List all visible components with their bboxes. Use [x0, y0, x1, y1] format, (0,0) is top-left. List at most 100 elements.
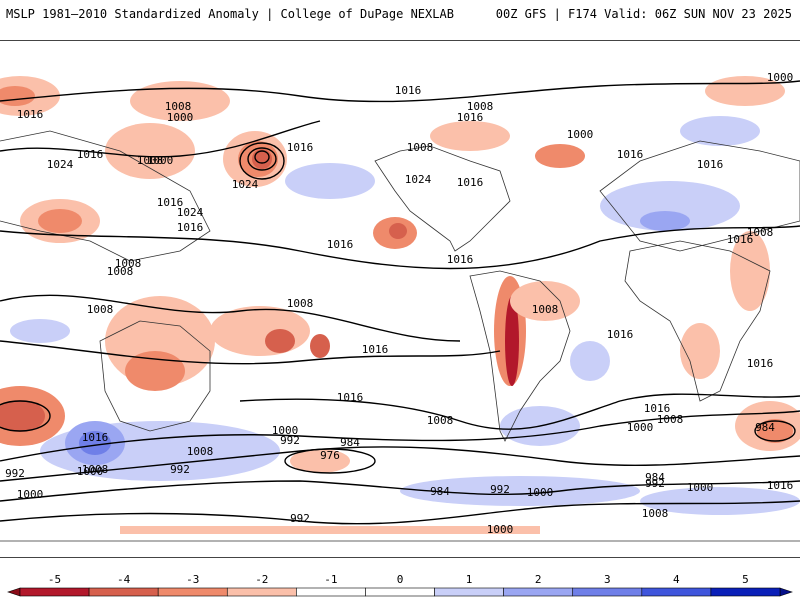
colorbar-tick-label: 2: [535, 573, 542, 586]
isobar-label: 1000: [17, 488, 44, 501]
anomaly-region: [120, 526, 540, 534]
isobar-label: 1016: [327, 238, 354, 251]
isobar-label: 1016: [644, 402, 671, 415]
isobar: [0, 500, 800, 525]
anomaly-region: [430, 121, 510, 151]
isobar: [0, 410, 800, 462]
isobar-label: 1016: [157, 196, 184, 209]
colorbar-segment: [296, 587, 366, 597]
isobars: [0, 80, 800, 525]
isobar-label: 992: [170, 463, 190, 476]
isobar-label: 1000: [487, 523, 514, 536]
anomaly-region: [79, 431, 111, 455]
isobar-label: 1000: [272, 424, 299, 437]
isobar-label: 1000: [627, 421, 654, 434]
coastline-europe: [599, 140, 800, 252]
isobar-label: 984: [340, 436, 360, 449]
anomaly-region: [0, 86, 35, 106]
colorbar-neg-end: [7, 587, 21, 597]
isobar-label: 1016: [607, 328, 634, 341]
colorbar-segment: [19, 587, 90, 597]
isobar-label: 1000: [77, 465, 104, 478]
isobar-label: 1000: [767, 71, 794, 84]
anomaly-region: [0, 400, 45, 432]
colorbar-tick-label: -5: [48, 573, 61, 586]
isobar-label: 984: [430, 485, 450, 498]
header: MSLP 1981–2010 Standardized Anomaly | Co…: [0, 0, 800, 30]
low-center-isobar: [254, 150, 270, 164]
positive-anomaly-shading: [10, 116, 800, 515]
isobar-label: 1024: [47, 158, 74, 171]
isobar-label: 1016: [395, 84, 422, 97]
isobar-label: 1008: [467, 100, 494, 113]
isobar: [0, 480, 800, 502]
isobar: [0, 225, 800, 270]
anomaly-region: [535, 144, 585, 168]
valid-time: 00Z GFS | F174 Valid: 06Z SUN NOV 23 202…: [495, 7, 792, 21]
isobar-label: 1000: [527, 486, 554, 499]
isobar-label: 992: [645, 477, 665, 490]
colorbar-segment: [226, 587, 297, 597]
anomaly-region: [265, 329, 295, 353]
colorbar-segment: [157, 587, 228, 597]
anomaly-region: [757, 419, 793, 443]
isobar-label: 1016: [457, 111, 484, 124]
colorbar-canvas: -5 -4 -3 -2 -1 0 1 2 3 4 5: [7, 573, 793, 597]
isobar-label: 1016: [177, 221, 204, 234]
colorbar-segment: [434, 587, 504, 597]
low-center-isobar: [239, 142, 285, 180]
anomaly-region: [400, 476, 640, 506]
coastline-south-america: [469, 270, 571, 442]
isobar-label: 992: [290, 512, 310, 525]
low-center-isobar: [0, 400, 51, 432]
colorbar-tick-label: -4: [117, 573, 131, 586]
isobar-label: 1000: [687, 481, 714, 494]
isobar-label: 1000: [167, 111, 194, 124]
isobar-label: 1016: [747, 357, 774, 370]
isobar-label: 1016: [17, 108, 44, 121]
low-center-isobar: [247, 147, 277, 171]
coastline-australia: [99, 320, 211, 432]
isobar-labels: 1016100810081000101610081016100010081024…: [5, 71, 794, 536]
isobar-label: 984: [645, 471, 665, 484]
isobar-label: 984: [755, 421, 775, 434]
isobar-label: 1016: [727, 233, 754, 246]
isobar: [239, 393, 800, 430]
chart-title: MSLP 1981–2010 Standardized Anomaly | Co…: [6, 7, 454, 21]
low-center-isobar: [284, 448, 376, 474]
anomaly-region: [730, 231, 770, 311]
anomaly-region: [640, 487, 800, 515]
anomaly-region: [310, 334, 330, 358]
coastline-asia: [0, 130, 211, 262]
anomaly-region: [600, 181, 740, 231]
colorbar-tick-label: -1: [324, 573, 337, 586]
colorbar-segment: [572, 587, 643, 597]
isobar-label: 976: [320, 449, 340, 462]
isobar: [0, 294, 461, 342]
isobar: [0, 446, 800, 482]
isobar-label: 1016: [447, 253, 474, 266]
anomaly-region: [505, 296, 519, 386]
isobar-label: 992: [490, 483, 510, 496]
isobar-label: 1016: [617, 148, 644, 161]
isobar-label: 1008: [115, 257, 142, 270]
anomaly-region: [105, 123, 195, 179]
weather-map: 1016100810081000101610081016100010081024…: [0, 40, 800, 558]
isobar-label: 992: [280, 434, 300, 447]
coastlines: [0, 130, 800, 542]
anomaly-region: [570, 341, 610, 381]
isobar-label: 1016: [362, 343, 389, 356]
isobar-label: 1024: [232, 178, 259, 191]
anomaly-region: [510, 281, 580, 321]
isobar-label: 1008: [187, 445, 214, 458]
isobar-label: 1008: [747, 226, 774, 239]
anomaly-region: [130, 81, 230, 121]
anomaly-region: [640, 211, 690, 231]
isobar-label: 1016: [337, 391, 364, 404]
isobar-label: 1016: [697, 158, 724, 171]
anomaly-region: [680, 323, 720, 379]
isobar-label: 1016: [82, 431, 109, 444]
isobar-label: 1008: [407, 141, 434, 154]
colorbar-tick-label: -3: [186, 573, 199, 586]
isobar-label: 1008: [87, 303, 114, 316]
